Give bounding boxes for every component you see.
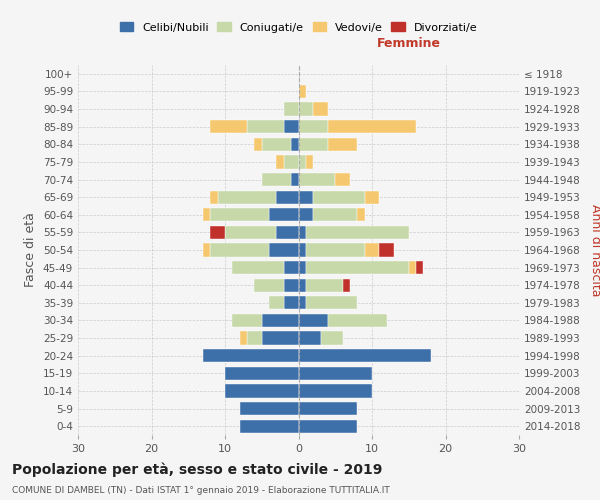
Bar [232,314,262,327]
Bar [284,120,299,134]
Bar [299,226,306,239]
Bar [306,244,365,256]
Bar [211,244,269,256]
Bar [299,120,328,134]
Bar [299,173,335,186]
Bar [284,261,299,274]
Bar [225,226,277,239]
Bar [416,261,424,274]
Bar [299,332,320,344]
Bar [284,278,299,292]
Bar [306,296,358,310]
Bar [299,296,306,310]
Bar [254,138,262,151]
Bar [299,278,306,292]
Bar [254,278,284,292]
Bar [365,190,379,204]
Bar [284,156,299,168]
Bar [343,278,350,292]
Bar [218,190,277,204]
Bar [262,314,299,327]
Bar [240,332,247,344]
Bar [262,332,299,344]
Bar [284,102,299,116]
Bar [277,190,299,204]
Bar [313,102,328,116]
Bar [299,102,313,116]
Bar [379,244,394,256]
Bar [232,261,284,274]
Bar [299,366,372,380]
Bar [211,226,225,239]
Bar [409,261,416,274]
Text: COMUNE DI DAMBEL (TN) - Dati ISTAT 1° gennaio 2019 - Elaborazione TUTTITALIA.IT: COMUNE DI DAMBEL (TN) - Dati ISTAT 1° ge… [12,486,390,495]
Bar [211,120,247,134]
Bar [358,208,365,222]
Bar [299,156,306,168]
Bar [306,278,343,292]
Bar [299,138,328,151]
Bar [269,208,299,222]
Bar [299,208,313,222]
Bar [211,190,218,204]
Bar [269,244,299,256]
Text: Femmine: Femmine [377,37,441,50]
Bar [247,332,262,344]
Bar [203,208,211,222]
Bar [299,420,358,433]
Bar [262,138,291,151]
Bar [328,120,416,134]
Bar [299,85,306,98]
Bar [225,384,299,398]
Bar [299,402,358,415]
Bar [277,226,299,239]
Bar [320,332,343,344]
Bar [284,296,299,310]
Bar [313,208,357,222]
Bar [291,173,299,186]
Bar [211,208,269,222]
Bar [299,314,328,327]
Bar [299,244,306,256]
Bar [365,244,379,256]
Bar [203,244,211,256]
Bar [240,402,299,415]
Y-axis label: Anni di nascita: Anni di nascita [589,204,600,296]
Bar [262,173,291,186]
Bar [291,138,299,151]
Bar [203,349,299,362]
Bar [328,314,387,327]
Y-axis label: Fasce di età: Fasce di età [25,212,37,288]
Bar [247,120,284,134]
Bar [335,173,350,186]
Bar [306,156,313,168]
Bar [328,138,357,151]
Bar [269,296,284,310]
Bar [306,226,409,239]
Bar [299,384,372,398]
Bar [313,190,365,204]
Bar [240,420,299,433]
Bar [299,190,313,204]
Legend: Celibi/Nubili, Coniugati/e, Vedovi/e, Divorziati/e: Celibi/Nubili, Coniugati/e, Vedovi/e, Di… [116,19,481,36]
Bar [306,261,409,274]
Bar [299,261,306,274]
Bar [225,366,299,380]
Bar [277,156,284,168]
Text: Popolazione per età, sesso e stato civile - 2019: Popolazione per età, sesso e stato civil… [12,462,382,477]
Bar [299,349,431,362]
